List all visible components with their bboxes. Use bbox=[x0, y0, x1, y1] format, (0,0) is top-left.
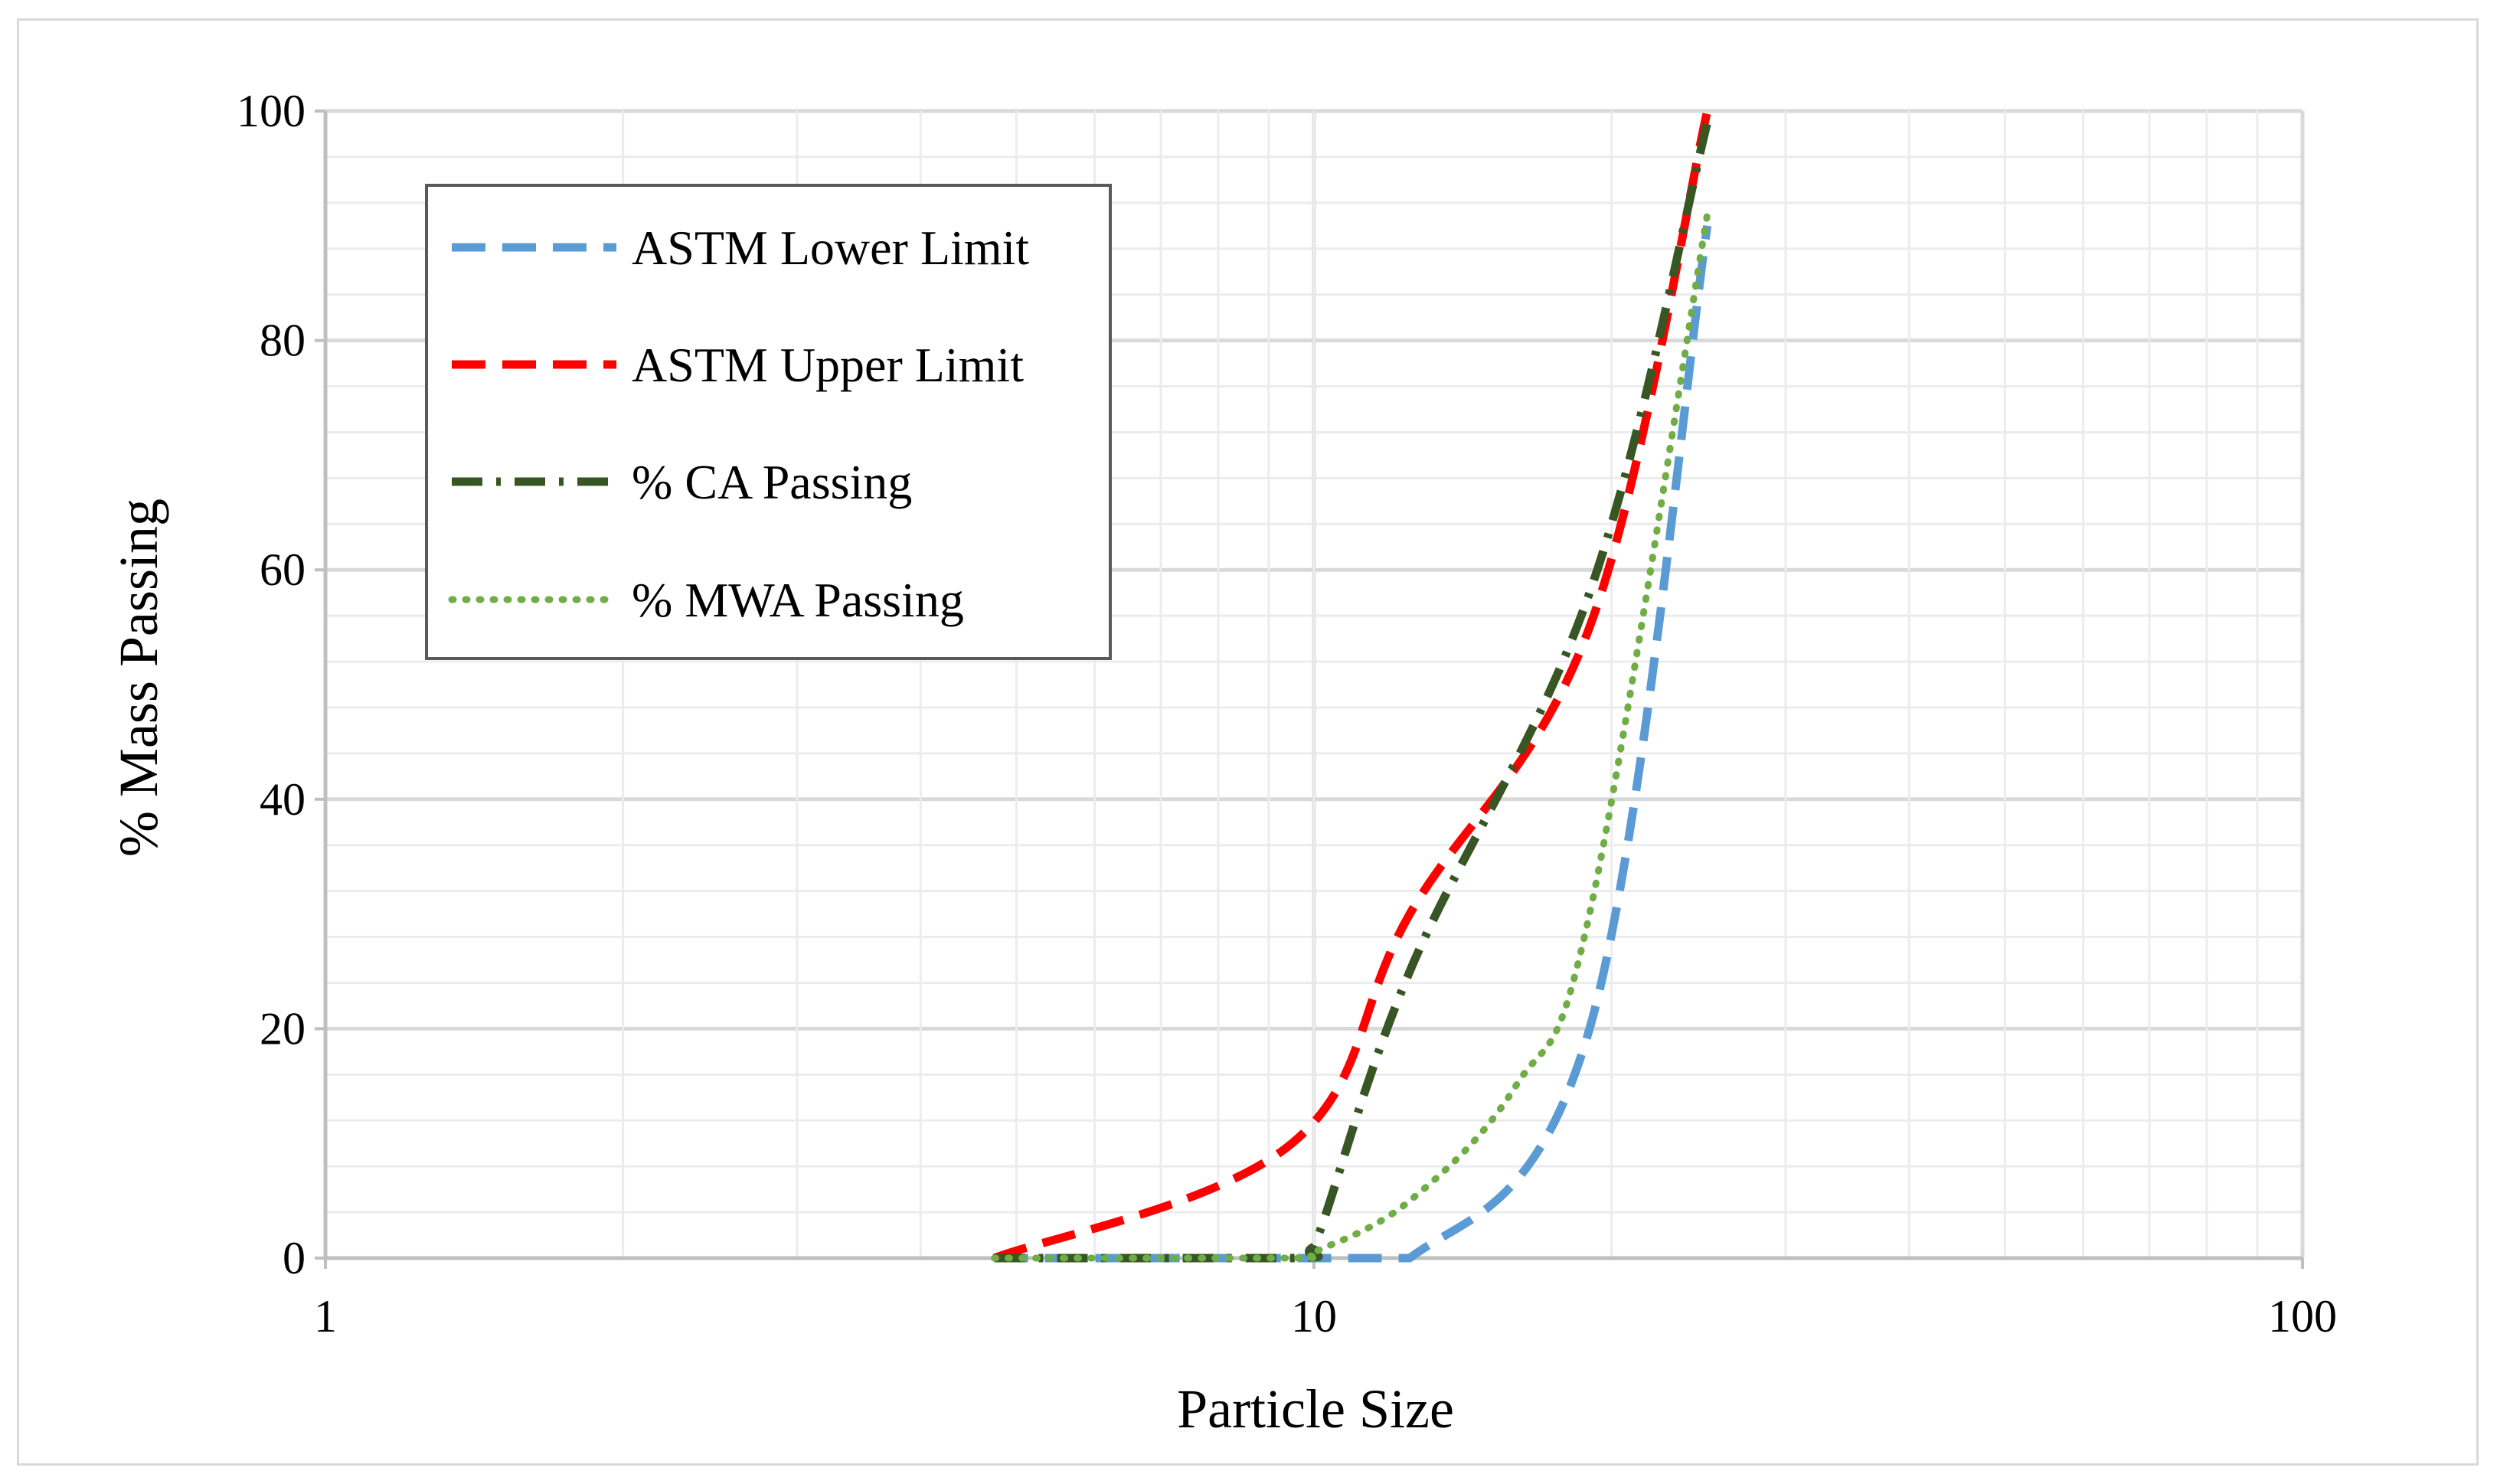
legend-label: % CA Passing bbox=[632, 455, 912, 509]
x-axis-title: Particle Size bbox=[1177, 1378, 1454, 1440]
y-tick-label: 80 bbox=[260, 315, 306, 366]
y-axis-title: % Mass Passing bbox=[108, 498, 169, 857]
x-tick-labels: 1 10 100 bbox=[314, 1291, 2337, 1342]
grid-lines bbox=[325, 109, 2305, 1258]
y-tick-label: 40 bbox=[260, 774, 306, 825]
legend-label: % MWA Passing bbox=[632, 573, 964, 627]
y-tick-label: 60 bbox=[260, 544, 306, 595]
series-line-astm-upper-limit bbox=[992, 110, 1712, 1263]
legend-label: ASTM Lower Limit bbox=[632, 221, 1029, 275]
series-line-mwa-passing bbox=[991, 211, 1711, 1262]
legend-item: % MWA Passing bbox=[448, 573, 964, 627]
legend-item: ASTM Upper Limit bbox=[452, 338, 1024, 392]
legend: ASTM Lower Limit ASTM Upper Limit % CA P… bbox=[425, 184, 1112, 660]
legend-label: ASTM Upper Limit bbox=[632, 338, 1024, 392]
y-tick-label: 0 bbox=[283, 1233, 306, 1283]
y-tick-labels: 0 20 40 60 80 100 bbox=[237, 86, 306, 1283]
y-tick-label: 100 bbox=[237, 86, 306, 136]
series-line-astm-lower-limit bbox=[994, 225, 1712, 1263]
x-tick-label: 100 bbox=[2268, 1291, 2337, 1342]
legend-item: ASTM Lower Limit bbox=[452, 221, 1029, 275]
x-tick-label: 10 bbox=[1291, 1291, 1337, 1342]
legend-box bbox=[425, 184, 1112, 660]
y-tick-label: 20 bbox=[260, 1003, 306, 1054]
x-tick-label: 1 bbox=[314, 1291, 337, 1342]
series-group bbox=[991, 110, 1712, 1263]
legend-item: % CA Passing bbox=[452, 455, 912, 509]
